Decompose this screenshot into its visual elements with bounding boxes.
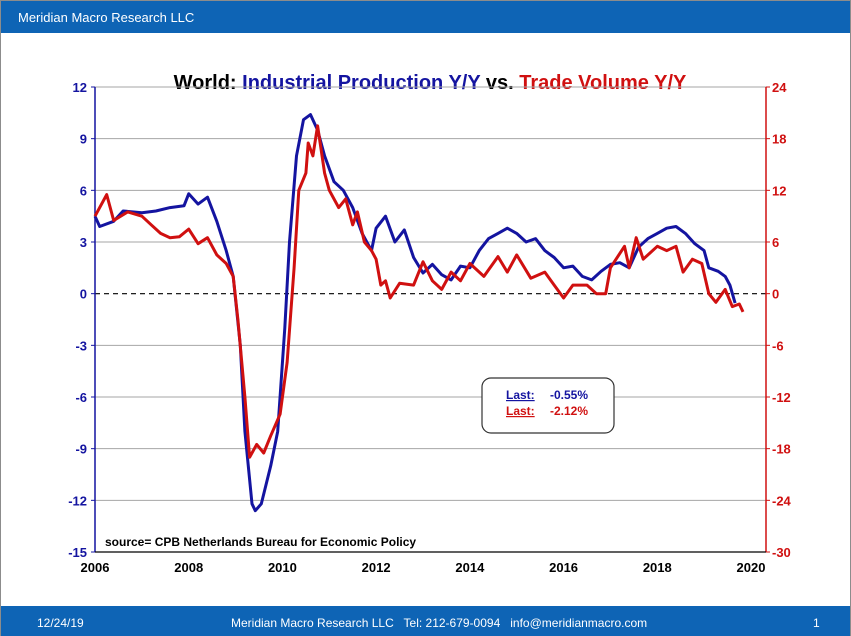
left-tick-label: 6: [80, 183, 87, 198]
ip-last-label: Last:: [506, 388, 535, 402]
left-tick-label: -12: [68, 493, 87, 508]
x-tick-label: 2012: [362, 560, 391, 575]
footer-contact: Meridian Macro Research LLC Tel: 212-679…: [231, 616, 648, 630]
x-tick-label: 2018: [643, 560, 672, 575]
x-tick-label: 2006: [81, 560, 110, 575]
footer-bar: 12/24/19 Meridian Macro Research LLC Tel…: [1, 606, 850, 636]
left-tick-label: 9: [80, 132, 87, 147]
right-tick-label: -12: [772, 390, 791, 405]
right-tick-label: 18: [772, 132, 786, 147]
left-tick-label: -9: [75, 442, 87, 457]
chart: World: Industrial Production Y/Y vs. Tra…: [68, 72, 792, 575]
right-tick-label: -18: [772, 442, 791, 457]
right-tick-label: -24: [772, 493, 792, 508]
left-tick-label: 12: [73, 80, 87, 95]
x-tick-label: 2020: [737, 560, 766, 575]
title-part: World:: [174, 72, 243, 94]
trade-last-label: Last:: [506, 404, 535, 418]
footer-date: 12/24/19: [37, 616, 84, 630]
right-tick-label: -6: [772, 338, 784, 353]
chart-title: World: Industrial Production Y/Y vs. Tra…: [174, 72, 687, 94]
right-tick-label: 24: [772, 80, 787, 95]
trade-series-line: [93, 124, 745, 459]
left-tick-label: -3: [75, 338, 87, 353]
x-tick-label: 2008: [174, 560, 203, 575]
title-part: Industrial Production Y/Y: [242, 72, 481, 94]
x-tick-label: 2014: [455, 560, 485, 575]
x-tick-label: 2016: [549, 560, 578, 575]
source-annotation: source= CPB Netherlands Bureau for Econo…: [105, 535, 416, 549]
ip-last-value: -0.55%: [550, 388, 588, 402]
left-tick-label: 0: [80, 287, 87, 302]
ip-series-line: [93, 113, 737, 513]
right-tick-label: 6: [772, 235, 779, 250]
left-tick-label: -15: [68, 545, 87, 560]
x-tick-label: 2010: [268, 560, 297, 575]
left-tick-label: -6: [75, 390, 87, 405]
last-values-box: Last: -0.55% Last: -2.12%: [481, 377, 615, 434]
header-bar: Meridian Macro Research LLC: [1, 1, 850, 33]
title-part: Trade Volume Y/Y: [519, 72, 687, 94]
right-tick-label: 12: [772, 183, 786, 198]
title-part: vs.: [480, 72, 519, 94]
page-number: 1: [813, 616, 820, 630]
right-tick-label: 0: [772, 287, 779, 302]
header-title: Meridian Macro Research LLC: [18, 10, 195, 25]
left-tick-label: 3: [80, 235, 87, 250]
trade-last-value: -2.12%: [550, 404, 588, 418]
right-tick-label: -30: [772, 545, 791, 560]
